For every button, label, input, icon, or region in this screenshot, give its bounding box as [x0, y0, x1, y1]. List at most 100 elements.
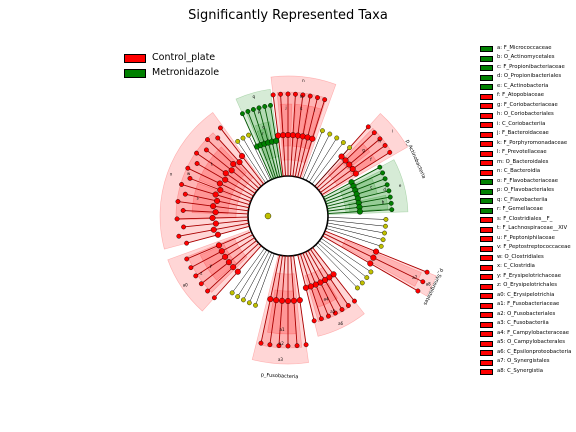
- branch-edge: [327, 222, 385, 234]
- clade-highlight-sector: [198, 146, 247, 194]
- branch-edge: [308, 137, 337, 183]
- clade-letter: a7: [412, 275, 417, 280]
- clade-legend-row: a5: O_Campylobacterales: [480, 339, 576, 349]
- internal-node: [216, 180, 223, 187]
- clade-legend-row: m: O_Bacteroidales: [480, 158, 576, 168]
- clade-legend-swatch: [480, 160, 493, 166]
- clade-letter: b: [382, 200, 385, 205]
- clade-legend-row: l: F_Prevotellaceae: [480, 149, 576, 159]
- clade-legend-row: a3: C_Fusobacteriia: [480, 320, 576, 330]
- leaf-node: [285, 91, 291, 97]
- clade-legend-label: n: C_Bacteroidia: [497, 168, 541, 174]
- clade-legend-label: k: F_Porphyromonadaceae: [497, 139, 568, 146]
- internal-node: [330, 271, 337, 278]
- clade-legend-row: i: C_Coriobacteriia: [480, 120, 576, 130]
- clade-legend-row: a2: O_Fusobacteriales: [480, 310, 576, 320]
- group-label-control: Control_plate: [152, 52, 216, 63]
- clade-legend-row: u: F_Peptoniphilaceae: [480, 234, 576, 244]
- clade-legend-swatch: [480, 312, 493, 318]
- clade-letter: l: [314, 108, 315, 113]
- clade-legend-row: k: F_Porphyromonadaceae: [480, 139, 576, 149]
- clade-legend-label: a4: F_Campylobacteraceae: [497, 329, 570, 336]
- clade-legend-swatch: [480, 245, 493, 252]
- clade-legend-label: a6: C_Epsilonproteobacteria: [497, 348, 572, 355]
- clade-highlight-sector: [167, 229, 261, 312]
- leaf-node: [246, 132, 251, 138]
- leaf-node: [174, 216, 180, 222]
- clade-legend-swatch: [480, 84, 493, 90]
- leaf-node: [194, 150, 199, 156]
- leaf-node: [368, 269, 374, 275]
- branch-edge: [317, 242, 363, 284]
- clade-legend-label: h: O_Coriobacteriales: [497, 111, 554, 117]
- clade-legend-label: z: O_Erysipelotrichales: [497, 282, 558, 288]
- clade-legend-row: e: C_Actinobacteria: [480, 82, 576, 92]
- leaf-node: [352, 298, 357, 304]
- clade-letter: y: [210, 263, 213, 268]
- branch-edge: [302, 130, 323, 180]
- leaf-node: [240, 111, 245, 117]
- leaf-node: [382, 230, 387, 236]
- clade-highlight-layer: [159, 75, 437, 365]
- clade-legend-label: e: C_Actinobacteria: [497, 82, 549, 89]
- leaf-node: [322, 97, 328, 103]
- leaf-node: [215, 135, 221, 141]
- leaf-node: [300, 92, 306, 98]
- clade-legend-swatch: [480, 321, 493, 328]
- leaf-node: [278, 91, 283, 97]
- leaf-node: [365, 124, 371, 130]
- branch-edge: [237, 249, 268, 297]
- internal-node: [338, 153, 345, 160]
- clade-legend-swatch: [480, 55, 493, 62]
- clade-legend-swatch: [480, 369, 493, 375]
- clade-letter: f: [370, 157, 372, 162]
- leaf-node: [420, 279, 426, 285]
- leaf-node: [424, 269, 430, 275]
- clade-legend-swatch: [480, 46, 493, 52]
- leaf-node: [315, 95, 320, 101]
- clade-legend-label: q: C_Flavobacteriia: [497, 196, 548, 203]
- clade-legend-row: h: O_Coriobacteriales: [480, 111, 576, 121]
- leaf-node: [198, 281, 204, 287]
- leaf-node: [205, 137, 210, 142]
- clade-legend-row: d: O_Propionibacteriales: [480, 73, 576, 83]
- clade-legend-row: w: O_Clostridiales: [480, 253, 576, 263]
- clade-legend-row: s: F_Clostridiales__F_: [480, 215, 576, 225]
- clade-letter: s: [197, 195, 199, 200]
- clade-legend-label: i: C_Coriobacteriia: [497, 120, 546, 127]
- clade-letter: n: [302, 78, 305, 83]
- leaf-node: [194, 161, 200, 166]
- clade-letter: a3: [278, 357, 283, 362]
- leaf-node: [188, 265, 194, 271]
- clade-legend-row: x: C_Clostridia: [480, 263, 576, 273]
- branch-edge: [319, 240, 367, 278]
- leaf-node: [246, 300, 252, 306]
- leaf-node: [187, 175, 193, 181]
- clade-legend-swatch: [480, 340, 493, 347]
- clade-letter: a6: [338, 321, 343, 326]
- clade-highlight-sector: [304, 266, 350, 323]
- internal-node: [222, 253, 229, 260]
- internal-node: [307, 283, 314, 290]
- clade-letter: j: [285, 105, 287, 110]
- internal-node: [342, 157, 349, 164]
- leaf-node: [240, 135, 246, 141]
- clade-legend-label: w: O_Clostridiales: [497, 253, 544, 260]
- leaf-node: [258, 340, 264, 346]
- root-node: [264, 212, 272, 220]
- clade-legend-label: u: F_Peptoniphilaceae: [497, 234, 555, 241]
- leaf-node: [293, 91, 298, 97]
- clade-letter: a4: [324, 297, 329, 302]
- leaf-node: [377, 136, 383, 142]
- leaf-node: [383, 223, 388, 229]
- clade-legend-row: j: F_Bacteroidaceae: [480, 130, 576, 140]
- clade-legend-row: y: F_Erysipelotrichaceae: [480, 272, 576, 282]
- leaf-node: [303, 342, 309, 348]
- internal-node: [294, 132, 301, 139]
- clade-letter: c: [370, 184, 372, 189]
- clade-letter: a5: [330, 309, 335, 314]
- internal-node: [239, 153, 246, 160]
- internal-node: [212, 220, 219, 227]
- leaf-node: [211, 295, 217, 301]
